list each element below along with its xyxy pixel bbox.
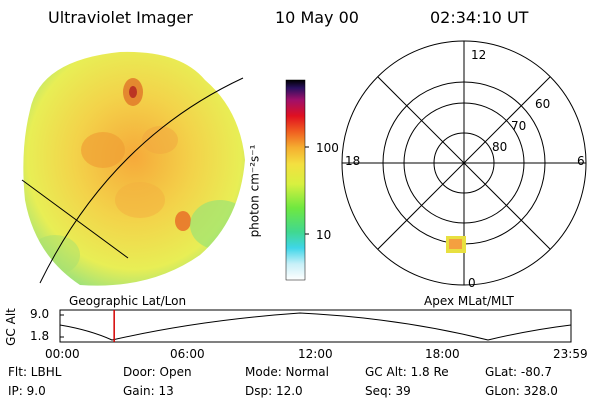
info-glon: GLon: 328.0 (485, 384, 558, 398)
orbit-ylabel: GC Alt (3, 308, 18, 346)
polar-hour-12: 12 (471, 48, 487, 62)
orbit-xtick: 23:59 (553, 347, 588, 361)
info-mode: Mode: Normal (245, 365, 329, 379)
apex-label: Apex MLat/MLT (424, 294, 514, 308)
colorbar-tick-10: 10 (316, 228, 332, 242)
polar-hour-18: 18 (345, 154, 361, 168)
instrument-title: Ultraviolet Imager (48, 8, 193, 27)
orbit-xtick: 18:00 (425, 347, 460, 361)
colorbar-unit-label: photon cm⁻²s⁻¹ (247, 144, 262, 238)
polar-ring-80: 80 (492, 140, 508, 154)
orbit-ytick-top: 9.0 (30, 307, 50, 321)
orbit-xtick: 12:00 (298, 347, 333, 361)
polar-hour-6: 6 (577, 154, 585, 168)
auroral-image (21, 51, 246, 286)
geographic-label: Geographic Lat/Lon (69, 294, 187, 308)
colorbar (285, 79, 309, 281)
polar-mlt-plot (341, 40, 587, 286)
observation-time: 02:34:10 UT (430, 8, 529, 27)
observation-date: 10 May 00 (275, 8, 359, 27)
info-ip: IP: 9.0 (8, 384, 46, 398)
info-seq: Seq: 39 (365, 384, 411, 398)
orbit-xtick: 00:00 (45, 347, 80, 361)
info-door: Door: Open (123, 365, 192, 379)
orbit-altitude-plot (59, 309, 572, 343)
orbit-ytick-bottom: 1.8 (30, 329, 50, 343)
orbit-xtick: 06:00 (170, 347, 205, 361)
polar-ring-60: 60 (535, 97, 551, 111)
info-flt: Flt: LBHL (8, 365, 62, 379)
info-gcalt: GC Alt: 1.8 Re (365, 365, 449, 379)
colorbar-tick-100: 100 (316, 141, 339, 155)
polar-ring-70: 70 (511, 119, 527, 133)
polar-hour-0: 0 (468, 276, 476, 290)
info-gain: Gain: 13 (123, 384, 174, 398)
info-glat: GLat: -80.7 (485, 365, 552, 379)
info-dsp: Dsp: 12.0 (245, 384, 303, 398)
